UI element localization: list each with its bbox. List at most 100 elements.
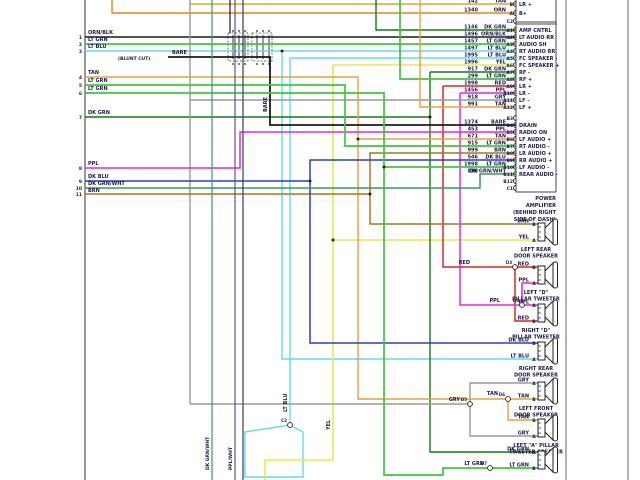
wire-label: GRY <box>449 397 461 403</box>
pin-terminal <box>513 185 517 191</box>
circuit-number: 999 <box>468 148 479 154</box>
pin-id: A8 <box>506 77 513 83</box>
speaker <box>537 218 558 246</box>
speaker-cone-icon <box>544 337 554 365</box>
pin-id: A12 <box>503 105 513 111</box>
wire-color: GRY <box>495 95 507 101</box>
circuit-number: 1457 <box>464 39 478 45</box>
wire <box>399 0 516 80</box>
splice <box>467 401 473 407</box>
row-number: 3 <box>79 49 82 55</box>
pin-terminal <box>513 178 517 184</box>
speaker <box>537 261 558 289</box>
speaker-wire-color: TAN <box>518 394 529 400</box>
pin-id: C1 <box>507 186 513 192</box>
pin-terminal <box>513 136 517 142</box>
speaker-wire-color: RED <box>518 262 529 268</box>
wire-color: TAN <box>495 134 506 140</box>
junction-dot <box>428 115 432 119</box>
speaker-name: LEFT FRONT <box>519 406 554 412</box>
wire <box>507 399 538 421</box>
signal-name: RF + <box>519 77 532 83</box>
wire <box>244 424 304 478</box>
wire <box>85 84 516 147</box>
junction-dot <box>331 238 335 242</box>
speaker-wire-color: PPL <box>518 278 529 284</box>
amplifier-box <box>515 21 557 193</box>
wire-label: LT GRN <box>464 461 484 467</box>
wire <box>168 56 516 126</box>
speaker-pin: A <box>532 303 536 309</box>
speaker-wire-color: DK BLU <box>508 338 529 344</box>
wire-color: RED <box>495 81 506 87</box>
circuit-number: 1374 <box>464 120 478 126</box>
pin-id: A1 <box>506 28 513 34</box>
signal-name: LR - <box>519 91 530 97</box>
wire-color: ORN <box>494 8 506 14</box>
speaker-back-icon <box>552 261 558 289</box>
speaker-wire-color: TAN <box>518 415 529 421</box>
signal-name: LR AUDIO + <box>519 151 552 157</box>
wire-label: LT GRN <box>88 86 108 92</box>
amplifier-caption: POWER <box>535 196 556 202</box>
row-number: 6 <box>79 91 82 97</box>
wire-color: TAN <box>495 102 506 108</box>
splice-label: D4 <box>513 298 519 303</box>
signal-name: LR + <box>519 84 532 90</box>
signal-name: LF AUDIO + <box>519 137 551 143</box>
circuit-number: 671 <box>468 134 479 140</box>
speaker-back-icon <box>552 337 558 365</box>
pin-id: B10 <box>503 165 513 171</box>
speaker-pin: B <box>532 341 536 347</box>
pin-terminal <box>513 48 517 54</box>
speaker-name: DOOR SPEAKER <box>514 413 558 419</box>
wire-label: TAN <box>88 70 99 76</box>
wire-label: (BLUNT CUT) <box>118 56 150 62</box>
signal-name: FC SPEAKER + <box>519 63 559 69</box>
pin-id: B12 <box>503 179 513 185</box>
speaker-pin: A <box>532 434 536 440</box>
speaker-pin: B <box>532 319 536 325</box>
speaker-cone-icon <box>544 414 554 442</box>
splice <box>512 264 518 270</box>
splice <box>487 465 493 471</box>
wire-label: TAN <box>487 391 498 397</box>
speaker-back-icon <box>552 299 558 327</box>
circuit-number: 1998 <box>464 162 478 168</box>
pin-id: B8 <box>506 151 513 157</box>
signal-name: LF - <box>519 98 529 104</box>
wire-label: DK BLU <box>88 174 109 180</box>
circuit-number: 142 <box>468 0 479 5</box>
junction-dot <box>308 179 312 183</box>
speaker-pin: A <box>532 281 536 287</box>
pin-id: A6 <box>506 63 513 69</box>
speaker-cone-icon <box>544 299 554 327</box>
junction-dot <box>382 165 386 169</box>
speaker-name: TWEETER SPEAKER <box>509 450 563 456</box>
circuit-number: 1340 <box>464 8 478 14</box>
pin-id: B5 <box>506 130 513 136</box>
speaker-wire-color: GRY <box>518 431 530 437</box>
wire-color: LT GRN <box>486 39 506 45</box>
row-number: 10 <box>76 186 82 192</box>
speaker <box>537 299 558 327</box>
wire-color: LT GRN <box>486 162 506 168</box>
pin-terminal <box>513 157 517 163</box>
wire <box>309 181 538 344</box>
speaker-pin: B <box>532 397 536 403</box>
wire-label: PPL/WHT <box>228 446 234 470</box>
pin-terminal <box>513 115 517 121</box>
wire-color: DK GRN/WHT <box>469 169 506 175</box>
wire-color: PPL <box>495 127 506 133</box>
wire-label: DK GRN <box>88 110 110 116</box>
signal-name: RT AUDIO - <box>519 144 550 150</box>
signal-name: AMP CNTRL <box>519 28 552 34</box>
pin-terminal <box>513 97 517 103</box>
wire-label: LT BLU <box>88 44 106 50</box>
circuit-number: 1998 <box>464 81 478 87</box>
splice <box>505 396 511 402</box>
speaker-cone-icon <box>544 218 554 246</box>
wire <box>383 167 538 476</box>
signal-name: LR + <box>519 2 532 8</box>
speaker-back-icon <box>552 414 558 442</box>
